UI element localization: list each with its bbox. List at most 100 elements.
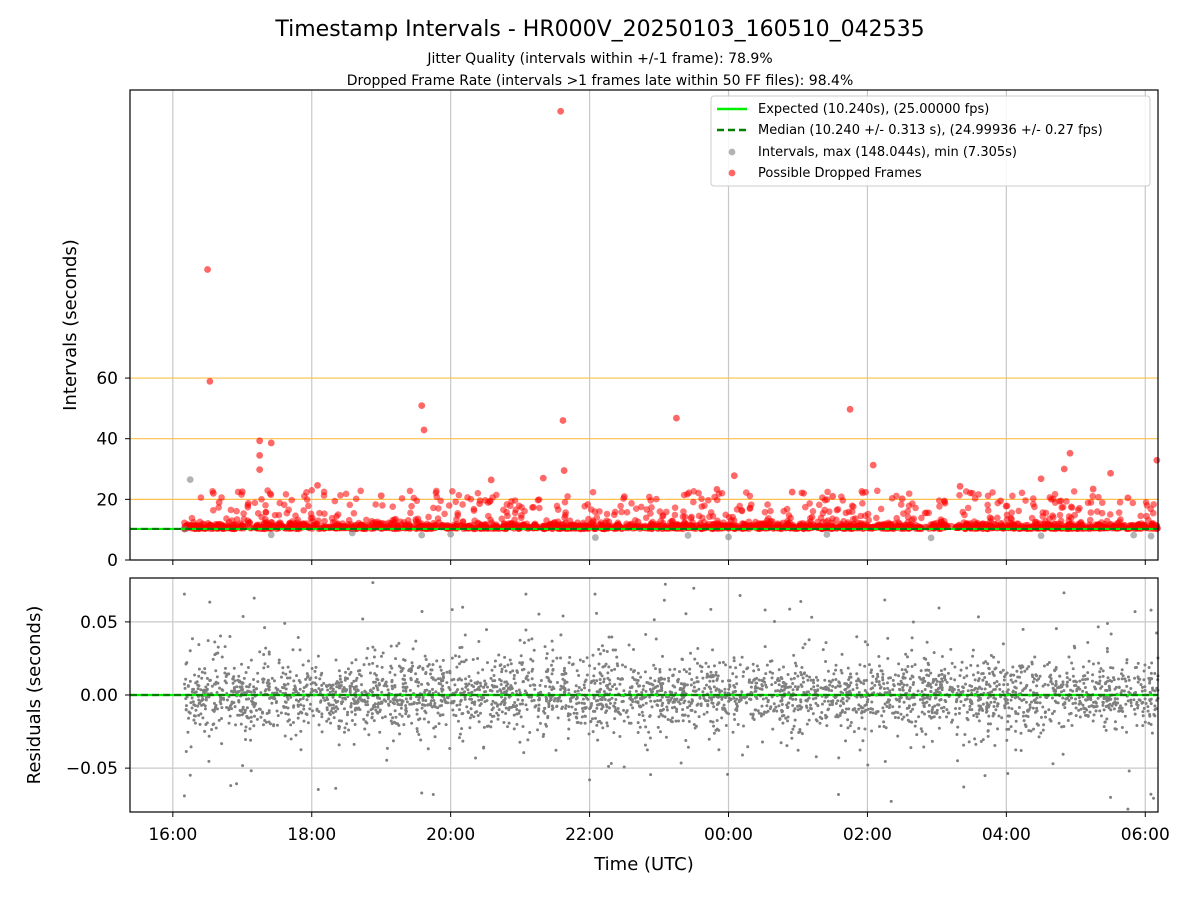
- residual-point: [240, 688, 244, 692]
- residual-point: [246, 665, 250, 669]
- dropped-frame-point: [628, 500, 635, 507]
- residual-point: [1120, 725, 1124, 729]
- residual-point: [387, 702, 391, 706]
- residual-point: [792, 676, 796, 680]
- residual-point: [482, 725, 486, 729]
- residual-point: [491, 699, 495, 703]
- residual-point: [288, 676, 292, 680]
- dropped-frame-point: [960, 519, 968, 526]
- residual-point: [830, 689, 834, 693]
- residual-point: [689, 651, 693, 655]
- residual-point: [1146, 705, 1150, 709]
- residual-point: [424, 672, 428, 676]
- residual-point: [927, 703, 931, 707]
- residual-point: [183, 682, 187, 686]
- residual-point: [372, 719, 376, 723]
- residual-point: [786, 672, 790, 676]
- residual-point: [277, 661, 281, 665]
- residual-point: [479, 684, 483, 688]
- residual-point: [834, 715, 838, 719]
- dropped-frame-point: [196, 518, 204, 526]
- residual-point: [360, 683, 364, 687]
- residual-point: [212, 701, 216, 705]
- dropped-frame-point: [956, 482, 964, 490]
- residual-point: [292, 679, 296, 683]
- residual-point: [753, 686, 757, 690]
- residual-point: [925, 668, 929, 672]
- residual-point: [636, 700, 640, 704]
- residual-point: [935, 708, 939, 712]
- residual-point: [599, 687, 603, 691]
- residual-point: [382, 698, 386, 702]
- residual-point: [424, 699, 428, 703]
- residual-point: [513, 681, 517, 685]
- dropped-frame-point: [410, 494, 418, 502]
- dropped-frame-point: [488, 519, 495, 526]
- residual-point: [416, 684, 420, 688]
- dropped-frame-point: [227, 506, 235, 514]
- dropped-frame-point: [418, 402, 426, 410]
- residual-point: [726, 772, 730, 776]
- residual-point: [1148, 712, 1152, 716]
- residual-point: [919, 669, 923, 673]
- residual-point: [233, 679, 237, 683]
- residual-point: [219, 717, 223, 721]
- residual-point: [1042, 664, 1046, 668]
- dropped-frame-point: [587, 506, 595, 513]
- residual-point: [525, 674, 529, 678]
- residual-point: [294, 733, 298, 737]
- dropped-frame-point: [511, 497, 519, 504]
- residual-point: [909, 746, 913, 750]
- dropped-frame-point: [305, 502, 312, 510]
- residual-point: [946, 671, 950, 675]
- residual-point: [902, 715, 906, 719]
- residual-point: [585, 673, 589, 677]
- residual-point: [279, 675, 283, 679]
- residual-point: [678, 688, 682, 692]
- residual-point: [543, 645, 547, 649]
- dropped-frame-point: [256, 466, 264, 474]
- residual-point: [508, 670, 512, 674]
- residual-point: [593, 716, 597, 720]
- residual-point: [631, 676, 635, 680]
- residual-point: [1041, 705, 1045, 709]
- residual-point: [1141, 724, 1145, 728]
- residual-point: [836, 699, 840, 703]
- residual-point: [499, 682, 503, 686]
- residual-point: [566, 714, 570, 718]
- residual-point: [741, 724, 745, 728]
- residual-point: [524, 628, 528, 632]
- residual-point: [752, 669, 756, 673]
- residual-point: [404, 704, 408, 708]
- dropped-frame-point: [898, 522, 906, 530]
- residual-point: [888, 703, 892, 707]
- residual-point: [327, 711, 331, 715]
- residual-point: [1009, 678, 1013, 682]
- residual-point: [937, 606, 941, 610]
- residual-point: [393, 685, 397, 689]
- dropped-frame-point: [321, 517, 328, 525]
- residual-point: [773, 681, 777, 685]
- residual-point: [893, 673, 897, 677]
- residual-point: [1005, 727, 1009, 731]
- dropped-frame-point: [1117, 516, 1124, 523]
- residual-point: [445, 670, 449, 674]
- dropped-frame-point: [722, 511, 730, 519]
- residual-point: [473, 710, 477, 714]
- residual-point: [682, 668, 686, 672]
- residual-point: [254, 708, 258, 712]
- residual-point: [556, 716, 560, 720]
- dropped-frame-point: [806, 514, 814, 522]
- dropped-frame-point: [859, 500, 866, 507]
- residual-point: [757, 678, 761, 682]
- residual-point: [965, 710, 969, 714]
- residual-point: [516, 698, 520, 702]
- dropped-frame-point: [1063, 497, 1070, 505]
- residual-point: [399, 669, 403, 673]
- residual-point: [909, 710, 913, 714]
- residual-point: [496, 713, 500, 717]
- dropped-frame-point: [262, 516, 269, 523]
- residual-point: [785, 703, 789, 707]
- residual-point: [731, 672, 735, 676]
- residual-point: [258, 650, 262, 654]
